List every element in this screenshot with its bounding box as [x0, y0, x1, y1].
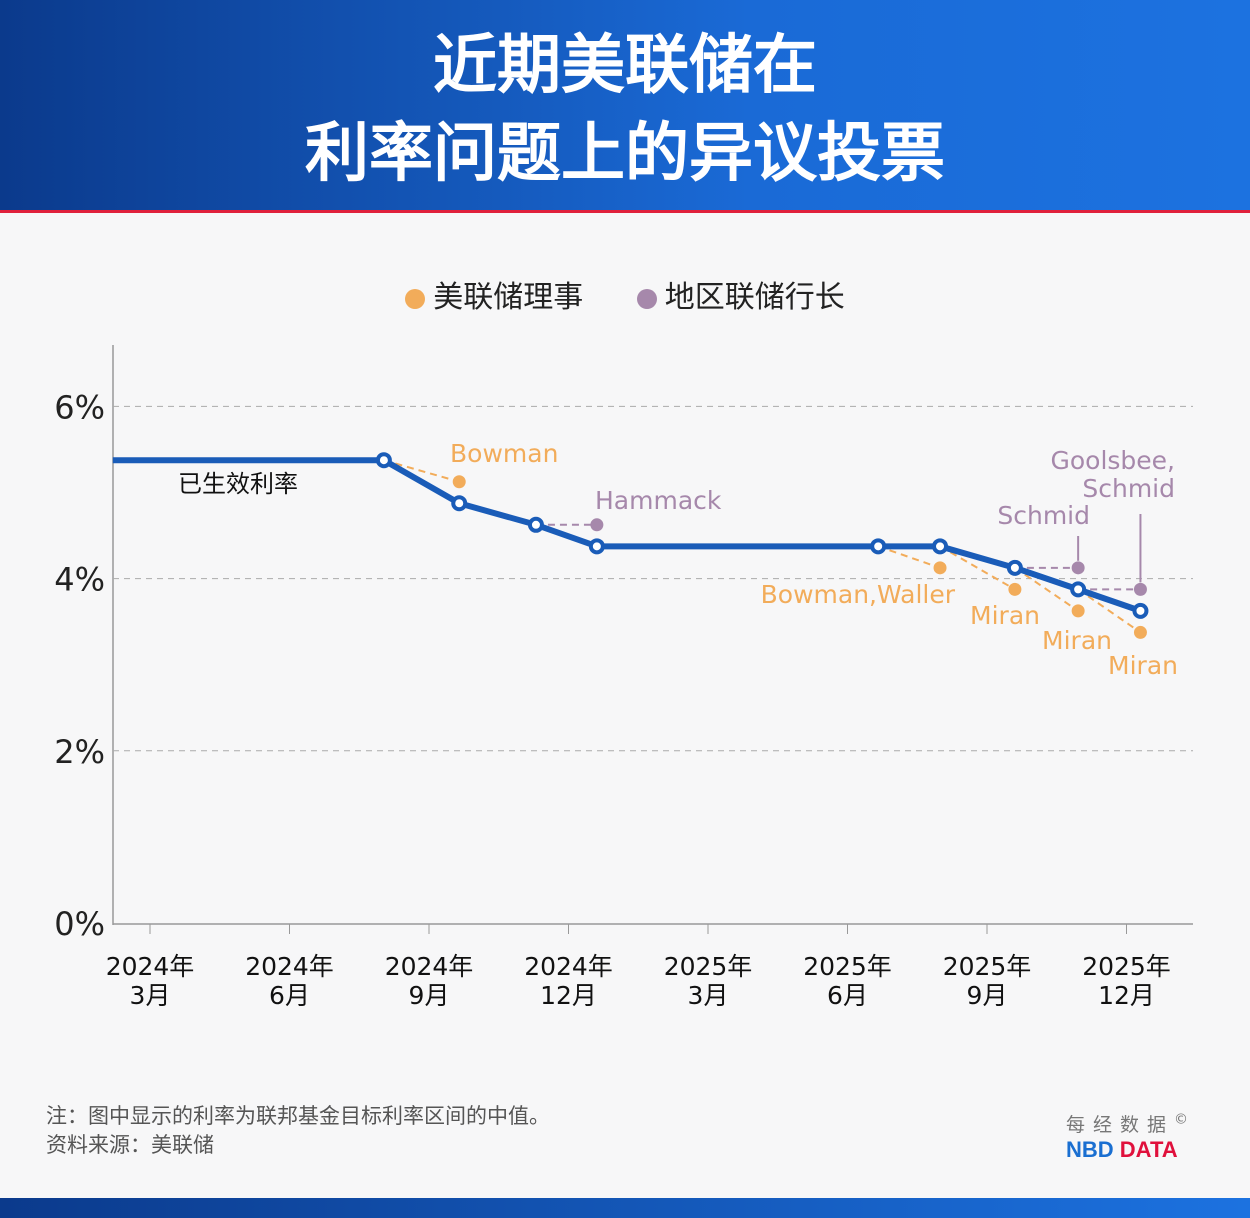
dissent-dot — [1133, 582, 1147, 596]
dissent-label: Miran — [1042, 626, 1112, 655]
y-tick-label: 6% — [54, 388, 105, 426]
series-point — [588, 538, 605, 555]
x-tick-label: 12月 — [540, 981, 597, 1010]
series-line — [112, 457, 1142, 614]
legend: 美联储理事 地区联储行长 — [0, 272, 1250, 316]
dissent-dot — [452, 475, 466, 489]
title-line2: 利率问题上的异议投票 — [305, 117, 945, 191]
x-tick-label: 2024年 — [524, 952, 613, 981]
dissent-dot — [590, 518, 604, 532]
legend-label: 美联储理事 — [433, 280, 584, 315]
x-tick-label: 9月 — [967, 981, 1008, 1010]
x-tick-label: 2025年 — [664, 952, 753, 981]
dissent-dot — [1133, 625, 1147, 639]
series-point — [870, 538, 887, 555]
series-point — [375, 452, 392, 469]
x-tick-label: 2024年 — [385, 952, 474, 981]
dissent-dot — [1071, 604, 1085, 618]
x-tick-label: 2024年 — [245, 952, 334, 981]
copyright: © — [1174, 1111, 1189, 1128]
x-tick-label: 2025年 — [803, 952, 892, 981]
legend-label: 地区联储行长 — [664, 280, 845, 315]
footnote: 注：图中显示的利率为联邦基金目标利率区间的中值。 资料来源：美联储 — [46, 1102, 550, 1160]
dissent-label: Bowman,Waller — [761, 580, 956, 609]
y-tick-label: 0% — [54, 905, 105, 943]
bottom-bar — [0, 1198, 1250, 1218]
dissent-label: Schmid — [1082, 474, 1175, 503]
series-point — [1070, 581, 1087, 598]
legend-regional: 地区联储行长 — [636, 280, 845, 315]
dissent-dot — [1071, 561, 1085, 575]
dissent-label: Miran — [970, 601, 1040, 630]
dissent-connector — [877, 545, 941, 569]
x-tick-label: 3月 — [130, 981, 171, 1010]
title-banner: 近期美联储在 利率问题上的异议投票 — [0, 0, 1250, 213]
dissent-label: Bowman — [450, 439, 558, 468]
x-tick-label: 2025年 — [1082, 952, 1171, 981]
series-point — [451, 495, 468, 512]
dissent-dot — [933, 561, 947, 575]
series-point — [527, 516, 544, 533]
logo-data: DATA — [1119, 1137, 1178, 1162]
logo-nbd: NBD — [1066, 1137, 1114, 1162]
x-tick-label: 6月 — [269, 981, 310, 1010]
nbd-logo: 每经数据© NBD DATA — [1066, 1110, 1188, 1163]
dissent-connector — [1014, 567, 1079, 612]
y-tick-label: 2% — [54, 733, 105, 771]
dissent-connector — [383, 459, 460, 483]
dissent-connector — [939, 545, 1016, 591]
x-tick-label: 2025年 — [943, 952, 1032, 981]
legend-governor: 美联储理事 — [405, 280, 583, 315]
x-tick-label: 9月 — [409, 981, 450, 1010]
x-tick-label: 2024年 — [106, 952, 195, 981]
source-text: 资料来源：美联储 — [46, 1133, 214, 1157]
legend-dot-icon — [405, 288, 426, 309]
series-label: 已生效利率 — [178, 470, 298, 498]
title-line1: 近期美联储在 — [433, 29, 817, 103]
dissent-label: Schmid — [997, 501, 1090, 530]
dissent-label: Miran — [1108, 651, 1178, 680]
note-text: 注：图中显示的利率为联邦基金目标利率区间的中值。 — [46, 1104, 550, 1128]
series-point — [932, 538, 949, 555]
series-point — [1006, 559, 1023, 576]
x-tick-label: 12月 — [1098, 981, 1155, 1010]
series-point — [1132, 602, 1149, 619]
x-tick-label: 6月 — [827, 981, 868, 1010]
legend-dot-icon — [636, 288, 657, 309]
dissent-connector — [1077, 588, 1142, 634]
dissent-label: Goolsbee, — [1050, 446, 1175, 475]
dissent-label: Hammack — [595, 486, 722, 515]
x-tick-label: 3月 — [688, 981, 729, 1010]
dissent-dot — [1008, 582, 1022, 596]
y-tick-label: 4% — [54, 561, 105, 599]
logo-cn: 每经数据 — [1066, 1114, 1175, 1136]
